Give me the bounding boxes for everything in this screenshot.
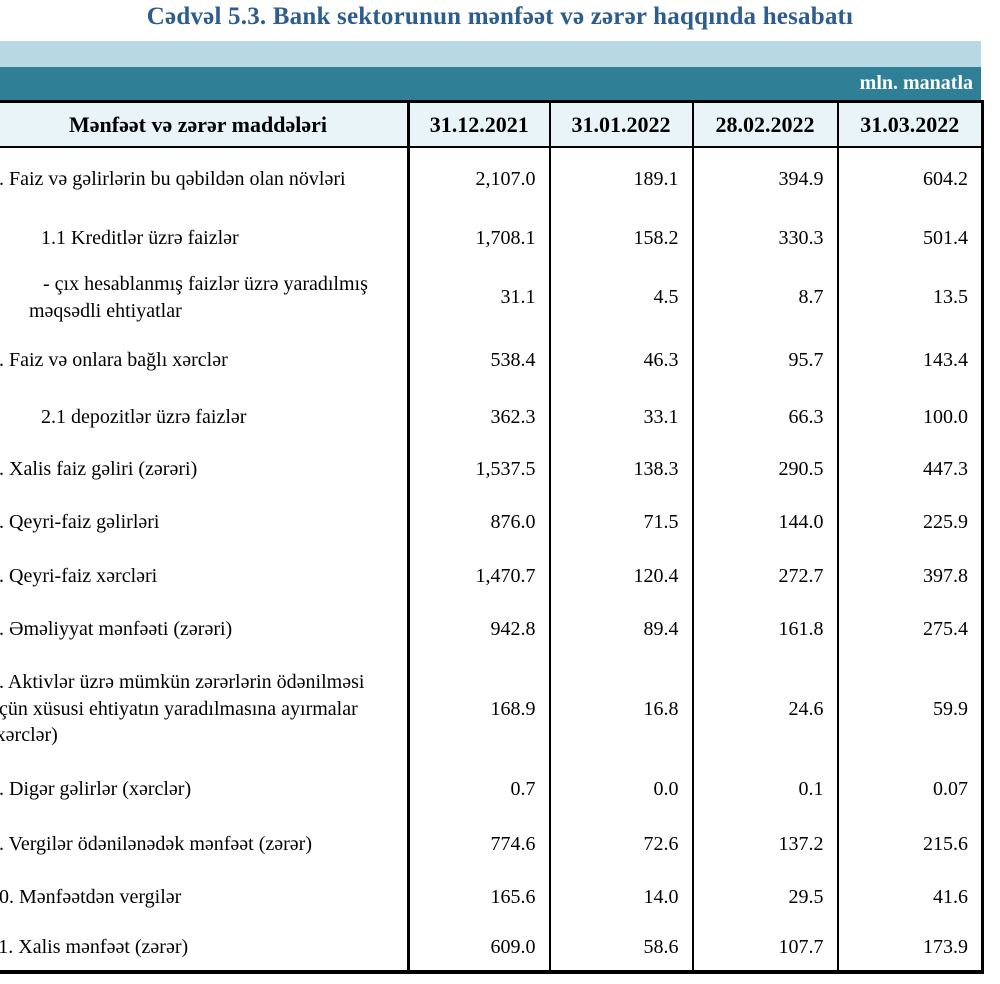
table-row: 8. Digər gəlirlər (xərclər) 0.7 0.0 0.1 0.07 (0, 762, 983, 817)
value-cell: 4.5 (548, 266, 693, 329)
value-cell: 71.5 (548, 496, 693, 549)
value-cell: 120.4 (548, 549, 693, 603)
value-cell: 215.6 (836, 817, 983, 871)
value-cell: 0.7 (407, 762, 550, 817)
value-cell: 604.2 (836, 147, 983, 210)
value-cell: 24.6 (691, 656, 838, 762)
value-cell: 0.07 (836, 762, 983, 817)
value-cell: 161.8 (691, 603, 838, 656)
value-cell: 14.0 (548, 871, 693, 924)
value-cell: 0.0 (548, 762, 693, 817)
value-cell: 290.5 (691, 443, 838, 496)
value-cell: 1,470.7 (407, 549, 550, 603)
row-label-cell: 1.1 Kreditlər üzrə faizlər (41, 226, 239, 249)
row-label-cell: 2.1 depozitlər üzrə faizlər (41, 405, 247, 428)
row-label-cell: 2. Faiz və onlara bağlı xərclər (0, 348, 228, 371)
value-cell: 1,708.1 (407, 210, 550, 266)
value-cell: 1,537.5 (407, 443, 550, 496)
value-cell: 173.9 (836, 924, 983, 972)
row-label-cell: 1. Faiz və gəlirlərin bu qəbildən olan n… (0, 167, 346, 190)
value-cell: 2,107.0 (407, 147, 550, 210)
value-cell: 942.8 (407, 603, 550, 656)
unit-label: mln. manatla (859, 72, 973, 94)
profit-loss-table: Mənfəət və zərər maddələri 31.12.2021 31… (0, 100, 984, 974)
value-cell: 143.4 (836, 329, 983, 391)
row-label-cell: 3. Xalis faiz gəliri (zərəri) (0, 458, 198, 481)
table-row: 1. Faiz və gəlirlərin bu qəbildən olan n… (0, 147, 983, 210)
row-label-cell: 4. Qeyri-faiz gəlirləri (0, 511, 160, 534)
table-row: 2. Faiz və onlara bağlı xərclər 538.4 46.3… (0, 329, 983, 391)
value-cell: 158.2 (548, 210, 693, 266)
value-cell: 168.9 (407, 656, 550, 762)
unit-band: mln. manatla (0, 67, 981, 100)
column-header-date-2: 31.01.2022 (548, 100, 693, 148)
value-cell: 46.3 (548, 329, 693, 391)
table-row: 9. Vergilər ödənilənədək mənfəət (zərər)… (0, 817, 983, 871)
value-cell: 89.4 (548, 603, 693, 656)
value-cell: 66.3 (691, 391, 838, 443)
value-cell: 107.7 (691, 924, 838, 972)
table-row: 2.1 depozitlər üzrə faizlər 362.3 33.1 66.3… (0, 391, 983, 443)
row-label-cell: 9. Vergilər ödənilənədək mənfəət (zərər) (0, 832, 312, 855)
value-cell: 33.1 (548, 391, 693, 443)
table-row: - çıx hesablanmış faizlər üzrə yaradılmı… (0, 266, 983, 329)
value-cell: 538.4 (407, 329, 550, 391)
value-cell: 144.0 (691, 496, 838, 549)
value-cell: 72.6 (548, 817, 693, 871)
value-cell: 189.1 (548, 147, 693, 210)
table-header-row: Mənfəət və zərər maddələri 31.12.2021 31… (0, 100, 983, 148)
value-cell: 609.0 (407, 924, 550, 972)
value-cell: 397.8 (836, 549, 983, 603)
value-cell: 16.8 (548, 656, 693, 762)
row-label-cell: 11. Xalis mənfəət (zərər) (0, 935, 189, 958)
value-cell: 95.7 (691, 329, 838, 391)
table-row: 10. Mənfəətdən vergilər 165.6 14.0 29.5 41.6 (0, 871, 983, 924)
column-header-date-1: 31.12.2021 (407, 100, 550, 148)
value-cell: 31.1 (407, 266, 550, 329)
value-cell: 447.3 (836, 443, 983, 496)
value-cell: 272.7 (691, 549, 838, 603)
column-header-date-3: 28.02.2022 (691, 100, 838, 148)
value-cell: 58.6 (548, 924, 693, 972)
value-cell: 774.6 (407, 817, 550, 871)
value-cell: 138.3 (548, 443, 693, 496)
table-row: 1.1 Kreditlər üzrə faizlər 1,708.1 158.2 33… (0, 210, 983, 266)
row-label-cell: 10. Mənfəətdən vergilər (0, 886, 182, 909)
value-cell: 29.5 (691, 871, 838, 924)
value-cell: 225.9 (836, 496, 983, 549)
row-label-cell: 6. Əməliyyat mənfəəti (zərəri) (0, 618, 233, 641)
column-header-items: Mənfəət və zərər maddələri (0, 100, 409, 148)
decorative-band-light (0, 41, 981, 67)
row-label-cell: - çıx hesablanmış faizlər üzrə yaradılmı… (29, 273, 368, 322)
value-cell: 59.9 (836, 656, 983, 762)
row-label-cell: 7. Aktivlər üzrə mümkün zərərlərin ödəni… (0, 671, 365, 747)
value-cell: 41.6 (836, 871, 983, 924)
value-cell: 362.3 (407, 391, 550, 443)
table-row: 4. Qeyri-faiz gəlirləri 876.0 71.5 144.0 225… (0, 496, 983, 549)
value-cell: 501.4 (836, 210, 983, 266)
table-row: 7. Aktivlər üzrə mümkün zərərlərin ödəni… (0, 656, 983, 762)
table-row: 3. Xalis faiz gəliri (zərəri) 1,537.5 138.… (0, 443, 983, 496)
value-cell: 394.9 (691, 147, 838, 210)
table-row: 5. Qeyri-faiz xərcləri 1,470.7 120.4 272.7 3… (0, 549, 983, 603)
value-cell: 876.0 (407, 496, 550, 549)
value-cell: 330.3 (691, 210, 838, 266)
table-row: 11. Xalis mənfəət (zərər) 609.0 58.6 107.7 1… (0, 924, 983, 972)
value-cell: 13.5 (836, 266, 983, 329)
page-title: Cədvəl 5.3. Bank sektorunun mənfəət və z… (146, 3, 854, 30)
value-cell: 8.7 (691, 266, 838, 329)
value-cell: 275.4 (836, 603, 983, 656)
row-label-cell: 8. Digər gəlirlər (xərclər) (0, 778, 192, 801)
report-table-sheet: mln. manatla Mənfəət və zərər maddələri … (0, 41, 984, 974)
value-cell: 100.0 (836, 391, 983, 443)
table-row: 6. Əməliyyat mənfəəti (zərəri) 942.8 89.4 1… (0, 603, 983, 656)
column-header-date-4: 31.03.2022 (836, 100, 983, 148)
value-cell: 165.6 (407, 871, 550, 924)
value-cell: 137.2 (691, 817, 838, 871)
row-label-cell: 5. Qeyri-faiz xərcləri (0, 564, 158, 587)
value-cell: 0.1 (691, 762, 838, 817)
